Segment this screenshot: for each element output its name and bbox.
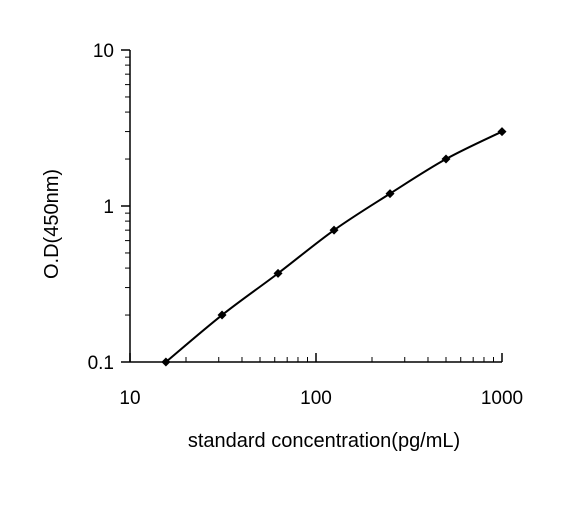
data-points xyxy=(161,127,507,367)
data-point xyxy=(273,268,283,278)
y-tick-label: 0.1 xyxy=(88,353,114,374)
data-point xyxy=(329,225,339,235)
x-minor-ticks xyxy=(185,357,494,362)
data-point xyxy=(441,154,451,164)
series-line xyxy=(165,130,503,363)
x-tick-label: 10 xyxy=(119,388,140,409)
data-point xyxy=(385,189,395,199)
y-minor-ticks xyxy=(125,56,130,316)
x-tick-label: 1000 xyxy=(481,388,523,409)
x-axis-title: standard concentration(pg/mL) xyxy=(188,430,460,452)
y-axis-title: O.D(450nm) xyxy=(41,169,63,279)
x-tick-labels: 10 100 1000 xyxy=(119,388,523,409)
data-point xyxy=(161,357,171,367)
major-ticks xyxy=(121,49,503,363)
x-tick-label: 100 xyxy=(300,388,332,409)
y-tick-label: 1 xyxy=(103,197,114,218)
data-point xyxy=(217,310,227,320)
data-point xyxy=(497,127,507,137)
y-tick-label: 10 xyxy=(93,41,114,62)
y-tick-labels: 0.1 1 10 xyxy=(88,41,114,374)
